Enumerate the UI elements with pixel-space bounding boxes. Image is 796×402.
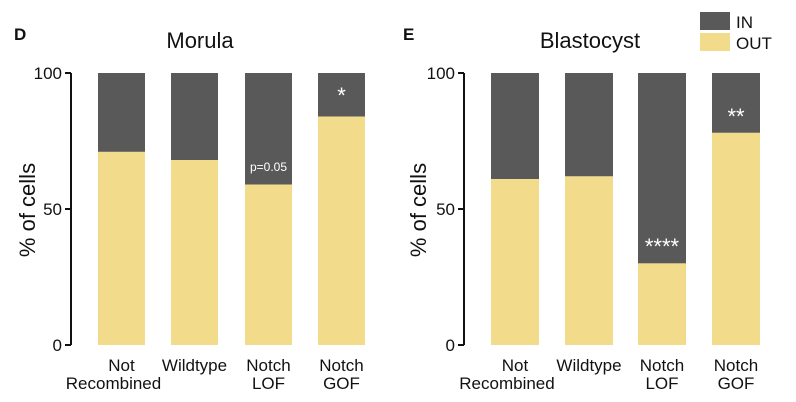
significance-label: p=0.05 xyxy=(250,160,287,174)
bar-in xyxy=(491,73,539,180)
panel-letter: D xyxy=(14,25,26,44)
bars: p=0.05 * xyxy=(98,73,365,346)
y-axis-label: % of cells xyxy=(406,163,431,257)
bars: ****** xyxy=(491,73,760,345)
chart-title: Morula xyxy=(166,28,234,53)
chart-title: Blastocyst xyxy=(540,28,640,53)
bar-in xyxy=(638,73,686,264)
panel-letter: E xyxy=(403,25,414,44)
category-label: Not Recombined xyxy=(66,356,161,393)
legend-label-in: IN xyxy=(736,13,753,32)
legend-swatch-in xyxy=(700,12,730,30)
category-label: Notch LOF xyxy=(640,356,684,393)
y-tick-label: 50 xyxy=(43,200,62,219)
significance-label: **** xyxy=(645,234,680,259)
bar-out xyxy=(171,160,218,345)
y-tick-label: 0 xyxy=(53,336,62,355)
category-label: Notch GOF xyxy=(714,356,758,393)
bar-in xyxy=(171,73,218,161)
panel-morula: D Morula % of cells p=0.05 * 0 50 100 Not Re… xyxy=(14,25,365,393)
bar-in xyxy=(565,73,613,177)
category-label: Notch LOF xyxy=(246,356,290,393)
bar-in xyxy=(318,73,365,117)
bar-out xyxy=(638,263,686,345)
y-axis: 0 50 100 xyxy=(427,64,465,355)
category-label: Wildtype xyxy=(162,356,227,375)
legend-label-out: OUT xyxy=(736,34,772,53)
bar-out xyxy=(712,132,760,345)
category-label: Wildtype xyxy=(556,356,621,375)
bar-in xyxy=(98,73,145,152)
category-label: Not Recombined xyxy=(459,356,554,393)
y-axis: 0 50 100 xyxy=(34,64,72,355)
y-tick-label: 0 xyxy=(446,336,455,355)
legend: IN OUT xyxy=(700,12,772,53)
bar-in xyxy=(712,73,760,133)
bar-out xyxy=(98,151,145,345)
bar-out xyxy=(318,116,365,346)
y-tick-label: 100 xyxy=(427,64,455,83)
significance-label: * xyxy=(337,83,346,108)
y-tick-label: 50 xyxy=(436,200,455,219)
y-tick-label: 100 xyxy=(34,64,62,83)
bar-out xyxy=(491,179,539,345)
significance-label: ** xyxy=(727,104,745,129)
bar-out xyxy=(565,176,613,345)
bar-in xyxy=(245,73,292,185)
category-label: Notch GOF xyxy=(319,356,363,393)
legend-swatch-out xyxy=(700,33,730,51)
y-axis-label: % of cells xyxy=(15,163,40,257)
bar-out xyxy=(245,184,292,345)
